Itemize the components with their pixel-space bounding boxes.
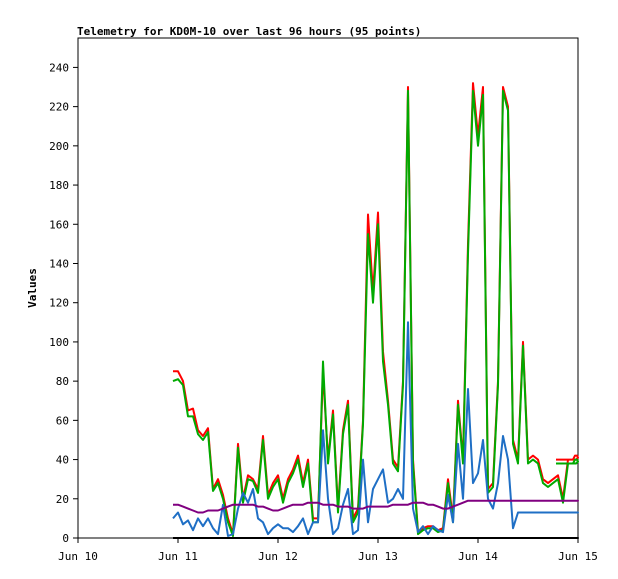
- series-line-2: [172, 89, 579, 537]
- y-tick-label: 200: [49, 140, 69, 153]
- y-tick-label: 60: [56, 414, 69, 427]
- x-tick-label: Jun 12: [258, 550, 298, 563]
- y-tick-label: 40: [56, 454, 69, 467]
- chart-title: Telemetry for KD0M-10 over last 96 hours…: [77, 25, 421, 38]
- y-tick-label: 100: [49, 336, 69, 349]
- x-axis: Jun 10 Jun 11 Jun 12 Jun 13 Jun 14 Jun 15: [58, 538, 598, 563]
- y-tick-label: 220: [49, 101, 69, 114]
- x-tick-label: Jun 14: [458, 550, 498, 563]
- y-tick-label: 0: [62, 532, 69, 545]
- y-axis: 0 20 40 60 80 100 120 140 160 180 200 220 240: [49, 61, 78, 545]
- y-tick-label: 180: [49, 179, 69, 192]
- x-tick-label: Jun 10: [58, 550, 98, 563]
- x-tick-label: Jun 13: [358, 550, 398, 563]
- x-tick-label: Jun 11: [158, 550, 198, 563]
- series-line-4: [173, 499, 579, 514]
- y-tick-label: 120: [49, 297, 69, 310]
- y-tick-label: 20: [56, 493, 69, 506]
- y-tick-label: 80: [56, 375, 69, 388]
- y-tick-label: 140: [49, 257, 69, 270]
- y-axis-label: Values: [26, 268, 39, 308]
- series-line-3: [172, 321, 579, 537]
- series-layer: [172, 82, 579, 539]
- y-tick-label: 240: [49, 61, 69, 74]
- x-tick-label: Jun 15: [558, 550, 598, 563]
- series-line-1: [173, 82, 579, 536]
- y-tick-label: 160: [49, 218, 69, 231]
